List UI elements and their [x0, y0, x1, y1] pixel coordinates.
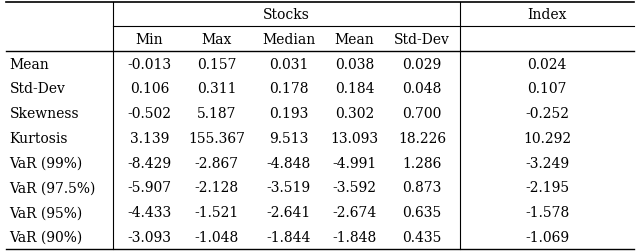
- Text: -3.592: -3.592: [333, 181, 376, 195]
- Text: 13.093: 13.093: [330, 131, 378, 145]
- Text: -0.252: -0.252: [525, 107, 569, 121]
- Text: -2.867: -2.867: [195, 156, 239, 170]
- Text: -1.578: -1.578: [525, 205, 569, 219]
- Text: -5.907: -5.907: [127, 181, 172, 195]
- Text: 1.286: 1.286: [403, 156, 442, 170]
- Text: -1.069: -1.069: [525, 230, 569, 244]
- Text: Std-Dev: Std-Dev: [394, 33, 450, 47]
- Text: VaR (97.5%): VaR (97.5%): [10, 181, 96, 195]
- Text: -3.093: -3.093: [127, 230, 172, 244]
- Text: -4.433: -4.433: [127, 205, 172, 219]
- Text: Skewness: Skewness: [10, 107, 79, 121]
- Text: 10.292: 10.292: [523, 131, 571, 145]
- Text: Index: Index: [527, 8, 566, 22]
- Text: 9.513: 9.513: [269, 131, 308, 145]
- Text: 0.157: 0.157: [196, 57, 236, 71]
- Text: 0.635: 0.635: [403, 205, 442, 219]
- Text: 0.029: 0.029: [403, 57, 442, 71]
- Text: 0.107: 0.107: [527, 82, 567, 96]
- Text: Std-Dev: Std-Dev: [10, 82, 65, 96]
- Text: 0.178: 0.178: [269, 82, 308, 96]
- Text: 3.139: 3.139: [130, 131, 169, 145]
- Text: Max: Max: [202, 33, 232, 47]
- Text: 0.038: 0.038: [335, 57, 374, 71]
- Text: 18.226: 18.226: [398, 131, 446, 145]
- Text: -4.848: -4.848: [266, 156, 311, 170]
- Text: Stocks: Stocks: [263, 8, 310, 22]
- Text: Mean: Mean: [335, 33, 374, 47]
- Text: 0.106: 0.106: [130, 82, 169, 96]
- Text: -4.991: -4.991: [332, 156, 376, 170]
- Text: 0.435: 0.435: [403, 230, 442, 244]
- Text: -1.048: -1.048: [195, 230, 239, 244]
- Text: Kurtosis: Kurtosis: [10, 131, 68, 145]
- Text: VaR (90%): VaR (90%): [10, 230, 83, 244]
- Text: Median: Median: [262, 33, 316, 47]
- Text: 0.048: 0.048: [403, 82, 442, 96]
- Text: 0.031: 0.031: [269, 57, 308, 71]
- Text: 0.873: 0.873: [403, 181, 442, 195]
- Text: -2.128: -2.128: [195, 181, 239, 195]
- Text: 0.193: 0.193: [269, 107, 308, 121]
- Text: 155.367: 155.367: [188, 131, 245, 145]
- Text: -2.195: -2.195: [525, 181, 569, 195]
- Text: 0.311: 0.311: [196, 82, 236, 96]
- Text: 5.187: 5.187: [196, 107, 236, 121]
- Text: -1.521: -1.521: [195, 205, 239, 219]
- Text: Mean: Mean: [10, 57, 49, 71]
- Text: 0.184: 0.184: [335, 82, 374, 96]
- Text: -2.641: -2.641: [266, 205, 311, 219]
- Text: VaR (95%): VaR (95%): [10, 205, 83, 219]
- Text: VaR (99%): VaR (99%): [10, 156, 83, 170]
- Text: 0.302: 0.302: [335, 107, 374, 121]
- Text: -8.429: -8.429: [127, 156, 172, 170]
- Text: 0.700: 0.700: [403, 107, 442, 121]
- Text: -0.502: -0.502: [127, 107, 172, 121]
- Text: 0.024: 0.024: [527, 57, 567, 71]
- Text: -0.013: -0.013: [127, 57, 172, 71]
- Text: -1.848: -1.848: [332, 230, 376, 244]
- Text: -3.519: -3.519: [267, 181, 310, 195]
- Text: -1.844: -1.844: [266, 230, 311, 244]
- Text: Min: Min: [136, 33, 163, 47]
- Text: -2.674: -2.674: [332, 205, 376, 219]
- Text: -3.249: -3.249: [525, 156, 569, 170]
